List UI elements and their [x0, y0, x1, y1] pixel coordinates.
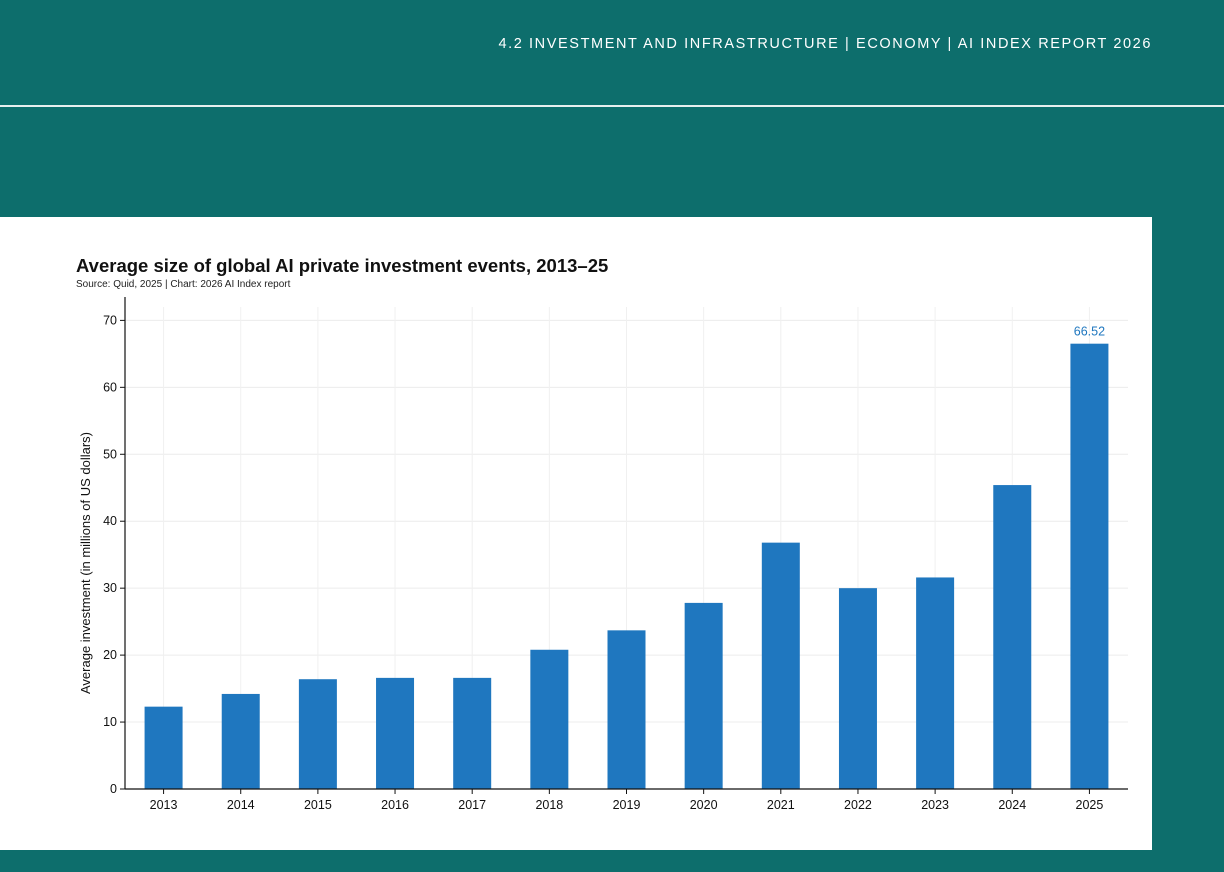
bar-2023 [916, 577, 955, 789]
x-tick-label: 2024 [998, 798, 1026, 812]
bar-2025 [1070, 343, 1109, 789]
bar-2018 [530, 649, 569, 789]
x-tick-label: 2018 [535, 798, 563, 812]
x-tick-label: 2022 [844, 798, 872, 812]
bar-2014 [221, 693, 260, 789]
x-tick-label: 2021 [767, 798, 795, 812]
x-tick-label: 2015 [304, 798, 332, 812]
y-tick-label: 0 [110, 782, 117, 796]
y-tick-label: 10 [103, 715, 117, 729]
x-tick-label: 2014 [227, 798, 255, 812]
axes [120, 297, 1128, 794]
chart-title: Average size of global AI private invest… [76, 255, 609, 276]
x-tick-label: 2025 [1076, 798, 1104, 812]
y-axis-label: Average investment (in millions of US do… [78, 432, 93, 694]
x-tick-label: 2017 [458, 798, 486, 812]
y-tick-label: 60 [103, 380, 117, 394]
tick-labels: 0 10 20 30 40 50 60 70 2013 2014 2015 2016 2017 2018 2… [103, 313, 1105, 812]
x-tick-label: 2020 [690, 798, 718, 812]
data-label: 66.52 [1074, 325, 1105, 339]
bar-2013 [144, 706, 183, 789]
bar-2015 [298, 679, 337, 789]
y-tick-label: 40 [103, 514, 117, 528]
x-tick-label: 2016 [381, 798, 409, 812]
header-breadcrumb: 4.2 INVESTMENT AND INFRASTRUCTURE | ECON… [498, 36, 1152, 52]
bar-2016 [376, 677, 415, 789]
chart-panel: Average size of global AI private invest… [0, 217, 1152, 850]
y-tick-label: 50 [103, 447, 117, 461]
header-divider [0, 105, 1224, 107]
bars [144, 343, 1109, 789]
chart-source: Source: Quid, 2025 | Chart: 2026 AI Inde… [76, 279, 291, 290]
x-tick-label: 2019 [613, 798, 641, 812]
bar-2020 [684, 602, 723, 789]
y-tick-label: 70 [103, 313, 117, 327]
y-tick-label: 30 [103, 581, 117, 595]
x-tick-label: 2013 [150, 798, 178, 812]
x-tick-label: 2023 [921, 798, 949, 812]
bar-chart: 0 10 20 30 40 50 60 70 2013 2014 2015 2016 2017 2018 2… [78, 297, 1128, 812]
y-tick-label: 20 [103, 648, 117, 662]
bar-2017 [453, 677, 492, 789]
bar-2019 [607, 630, 646, 789]
bar-2021 [761, 542, 800, 789]
bar-2022 [838, 588, 877, 789]
bar-2024 [993, 485, 1032, 789]
